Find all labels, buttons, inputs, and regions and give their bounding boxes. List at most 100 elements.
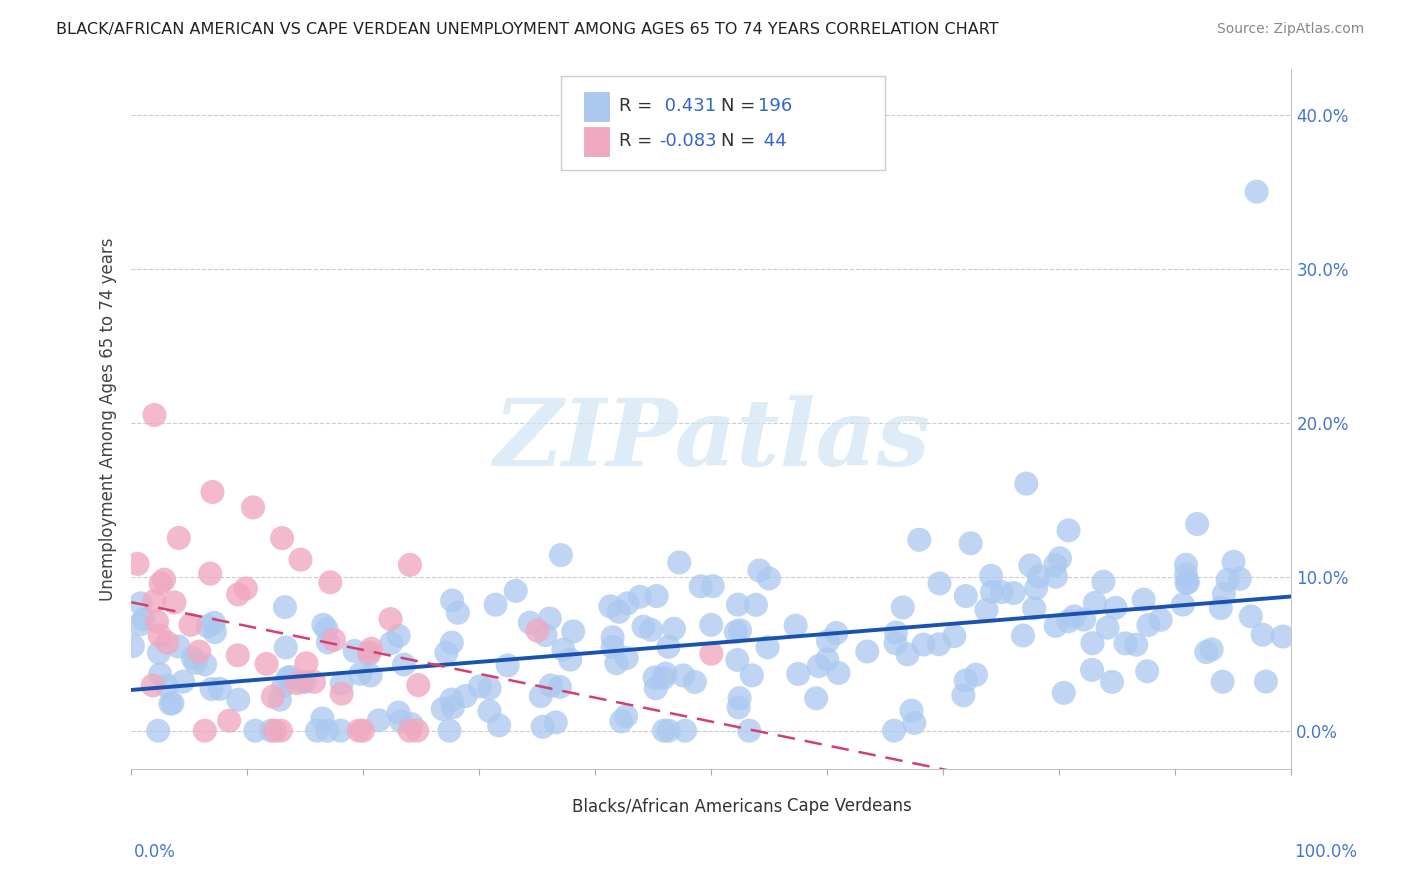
Point [260,723,283,738]
Point [352,723,374,738]
Point [912,638,935,652]
Point [149,576,172,591]
Point [1195,645,1218,659]
Point [1057,524,1080,538]
Point [406,723,429,738]
Point [128,617,150,632]
Point [738,723,761,738]
Point [896,648,918,662]
Point [155,679,177,693]
Point [628,590,651,604]
Point [441,700,464,714]
Point [952,688,974,702]
Point [387,629,409,643]
Point [401,717,423,731]
Point [387,706,409,720]
Point [745,598,768,612]
Point [1101,674,1123,689]
Point [197,619,219,633]
Point [1045,558,1067,572]
Point [1175,567,1198,582]
Text: 0.0%: 0.0% [134,843,176,861]
Point [307,723,329,738]
Point [538,611,561,625]
Point [553,642,575,657]
Point [1057,614,1080,628]
Point [273,679,295,693]
Point [658,723,681,738]
Point [129,596,152,610]
Point [526,624,548,638]
Point [883,723,905,738]
Point [162,696,184,710]
Point [633,620,655,634]
Point [689,579,711,593]
Point [434,646,457,660]
Point [662,622,685,636]
Point [991,585,1014,599]
Point [184,656,207,670]
Point [347,723,370,738]
Point [496,658,519,673]
Point [657,640,679,654]
Point [276,671,298,685]
Point [1081,663,1104,677]
Point [263,723,285,738]
Point [312,617,335,632]
Point [1045,570,1067,584]
Point [1222,555,1244,569]
Text: N =: N = [721,132,761,150]
Point [1053,686,1076,700]
Point [478,681,501,696]
Point [360,668,382,682]
Point [357,648,380,662]
Point [981,585,1004,599]
Point [330,676,353,690]
Point [1132,592,1154,607]
Y-axis label: Unemployment Among Ages 65 to 74 years: Unemployment Among Ages 65 to 74 years [100,237,117,600]
Point [602,640,624,654]
Point [242,500,264,515]
Point [607,605,630,619]
Point [294,674,316,689]
Point [484,598,506,612]
FancyBboxPatch shape [752,796,778,817]
Point [392,657,415,672]
Text: BLACK/AFRICAN AMERICAN VS CAPE VERDEAN UNEMPLOYMENT AMONG AGES 65 TO 74 YEARS CO: BLACK/AFRICAN AMERICAN VS CAPE VERDEAN U… [56,22,998,37]
Point [1240,609,1263,624]
Point [519,615,541,630]
Point [1271,630,1294,644]
Point [200,566,222,581]
Text: ZIPatlas: ZIPatlas [494,395,929,485]
Point [380,612,402,626]
Point [804,691,827,706]
Point [758,571,780,585]
Text: 100.0%: 100.0% [1294,843,1357,861]
Point [1104,600,1126,615]
Point [980,569,1002,583]
Point [156,636,179,650]
Point [505,583,527,598]
Point [1136,665,1159,679]
Point [143,594,166,608]
Point [1175,576,1198,591]
Point [441,593,464,607]
Point [1049,551,1071,566]
Point [756,640,779,655]
Point [143,408,166,422]
Point [270,723,292,738]
Point [700,617,723,632]
Point [548,680,571,694]
Point [159,697,181,711]
Point [360,641,382,656]
Point [928,576,950,591]
Point [668,556,690,570]
Point [315,622,337,636]
Point [291,674,314,689]
Point [274,640,297,655]
Point [550,548,572,562]
Point [1175,558,1198,572]
Point [1097,621,1119,635]
Point [316,635,339,649]
Point [269,692,291,706]
